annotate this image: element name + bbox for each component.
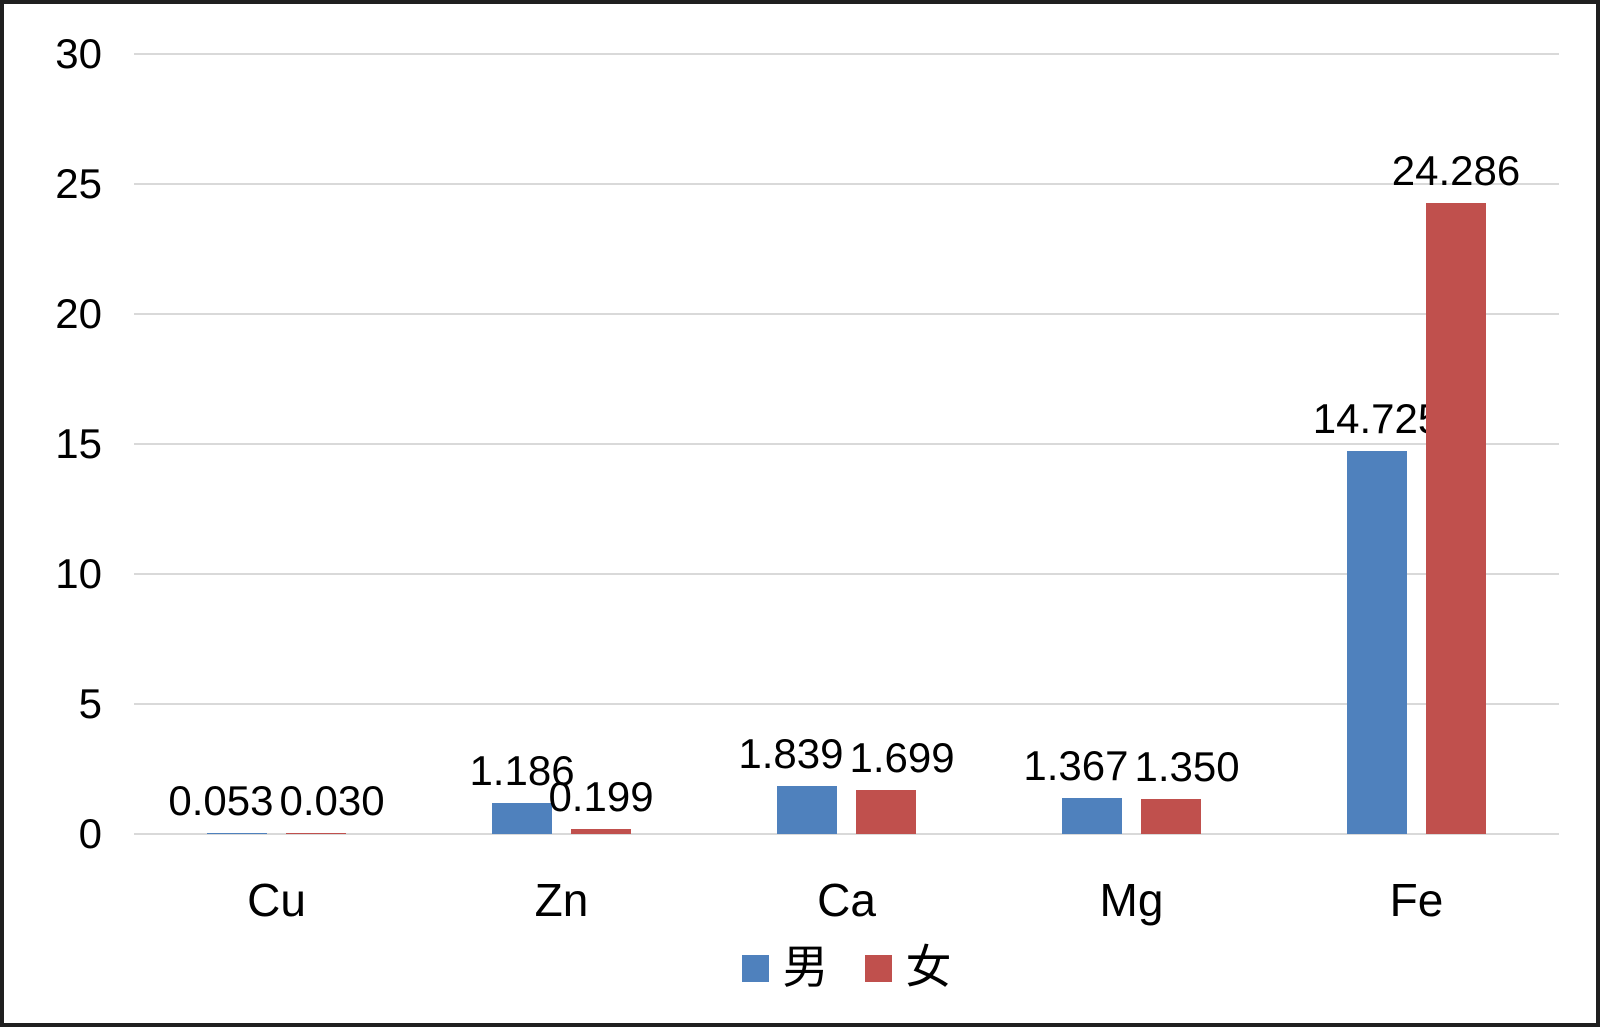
bar-ca-male[interactable] bbox=[777, 786, 837, 834]
data-label-zn-female: 0.199 bbox=[548, 772, 654, 820]
plot-area: 0.053 0.030 1.186 0.199 1.839 1.699 1.367 1.350… bbox=[134, 53, 1559, 835]
legend-item-female[interactable]: 女 bbox=[864, 942, 952, 994]
bar-fe-male[interactable] bbox=[1347, 451, 1407, 834]
data-label-zn-male: 1.186 bbox=[469, 747, 575, 795]
category-label-fe: Fe bbox=[1389, 874, 1444, 926]
gridline-30 bbox=[134, 53, 1559, 55]
data-label-fe-male: 14.725 bbox=[1312, 395, 1442, 443]
data-label-mg-male: 1.367 bbox=[1023, 742, 1129, 790]
category-label-zn: Zn bbox=[534, 874, 589, 926]
data-label-ca-female: 1.699 bbox=[849, 733, 955, 781]
legend: 男 女 bbox=[134, 942, 1559, 994]
y-tick-label-25: 25 bbox=[55, 160, 102, 207]
y-tick-label-20: 20 bbox=[55, 290, 102, 337]
bar-fe-female[interactable] bbox=[1426, 202, 1486, 834]
gridline-25 bbox=[134, 183, 1559, 185]
bar-zn-male[interactable] bbox=[492, 803, 552, 834]
data-label-ca-male: 1.839 bbox=[738, 730, 844, 778]
bar-cu-female[interactable] bbox=[286, 833, 346, 834]
data-label-fe-female: 24.286 bbox=[1391, 146, 1521, 194]
bar-mg-male[interactable] bbox=[1062, 798, 1122, 834]
bar-cu-male[interactable] bbox=[207, 832, 267, 834]
data-label-mg-female: 1.350 bbox=[1134, 742, 1240, 790]
bar-ca-female[interactable] bbox=[856, 789, 916, 834]
y-tick-label-30: 30 bbox=[55, 30, 102, 77]
legend-label-male: 男 bbox=[782, 942, 829, 993]
y-tick-label-10: 10 bbox=[55, 550, 102, 597]
data-label-cu-male: 0.053 bbox=[168, 776, 274, 824]
category-label-cu: Cu bbox=[247, 874, 306, 926]
y-tick-label-5: 5 bbox=[78, 680, 102, 727]
bar-zn-female[interactable] bbox=[571, 828, 631, 834]
bar-mg-female[interactable] bbox=[1141, 798, 1201, 834]
legend-item-male[interactable]: 男 bbox=[741, 942, 829, 994]
y-tick-label-0: 0 bbox=[78, 810, 102, 857]
gridline-20 bbox=[134, 313, 1559, 315]
category-label-mg: Mg bbox=[1099, 874, 1164, 926]
data-label-cu-female: 0.030 bbox=[279, 777, 385, 824]
y-tick-label-15: 15 bbox=[55, 420, 102, 467]
gridline-5 bbox=[134, 703, 1559, 705]
gridline-0 bbox=[134, 833, 1559, 835]
legend-swatch-female bbox=[864, 954, 892, 982]
gridline-15 bbox=[134, 443, 1559, 445]
legend-label-female: 女 bbox=[905, 942, 952, 993]
gridline-10 bbox=[134, 573, 1559, 575]
legend-swatch-male bbox=[741, 954, 769, 982]
category-label-ca: Ca bbox=[817, 874, 876, 926]
